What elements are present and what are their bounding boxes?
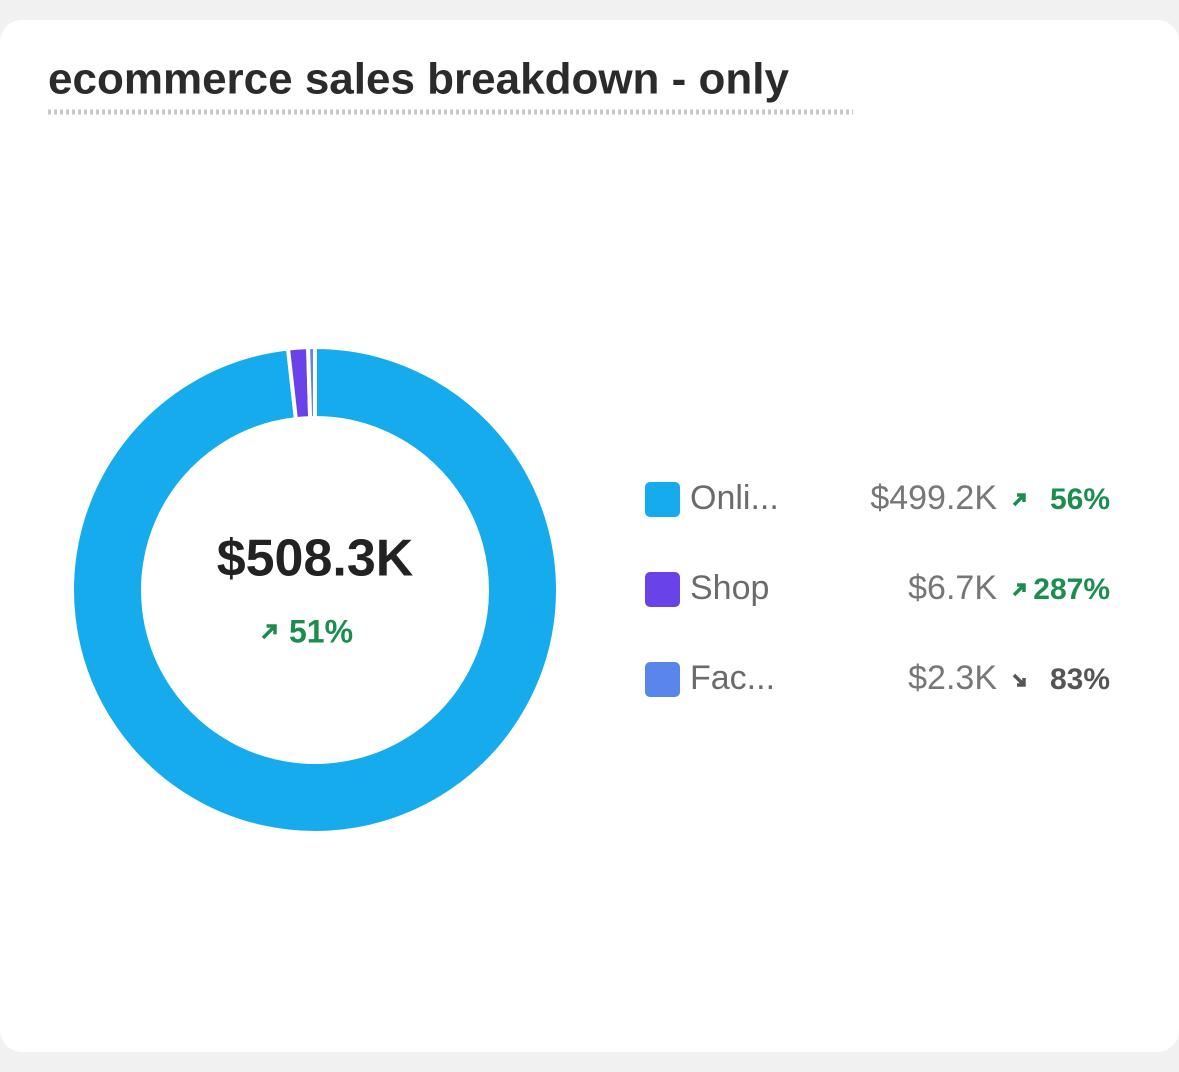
arrow-icon [1012,673,1026,687]
legend-change: 56% [1050,483,1110,516]
legend-value: $2.3K [908,659,997,697]
arrow-icon [1012,583,1026,597]
legend-label: Onli... [690,479,779,517]
legend-label: Fac... [690,659,775,697]
trend-arrow [261,624,277,640]
total-change: 51% [289,613,353,649]
legend-change: 287% [1033,573,1110,606]
legend-swatch [645,662,680,697]
card [0,20,1179,1052]
donut-slice [306,344,317,421]
legend-label: Shop [690,569,769,607]
legend-change: 83% [1050,663,1110,696]
legend-value: $499.2K [870,479,997,517]
legend-swatch [645,482,680,517]
legend-swatch [645,572,680,607]
total-value: $508.3K [217,530,414,588]
arrow-icon [1012,493,1026,507]
legend-value: $6.7K [908,569,997,607]
trend-arrow [1012,673,1026,687]
trend-arrow [1012,583,1026,597]
chart-title: ecommerce sales breakdown - only [48,55,790,104]
donut-slice [70,344,560,835]
arrow-icon [261,624,277,640]
trend-arrow [1012,493,1026,507]
